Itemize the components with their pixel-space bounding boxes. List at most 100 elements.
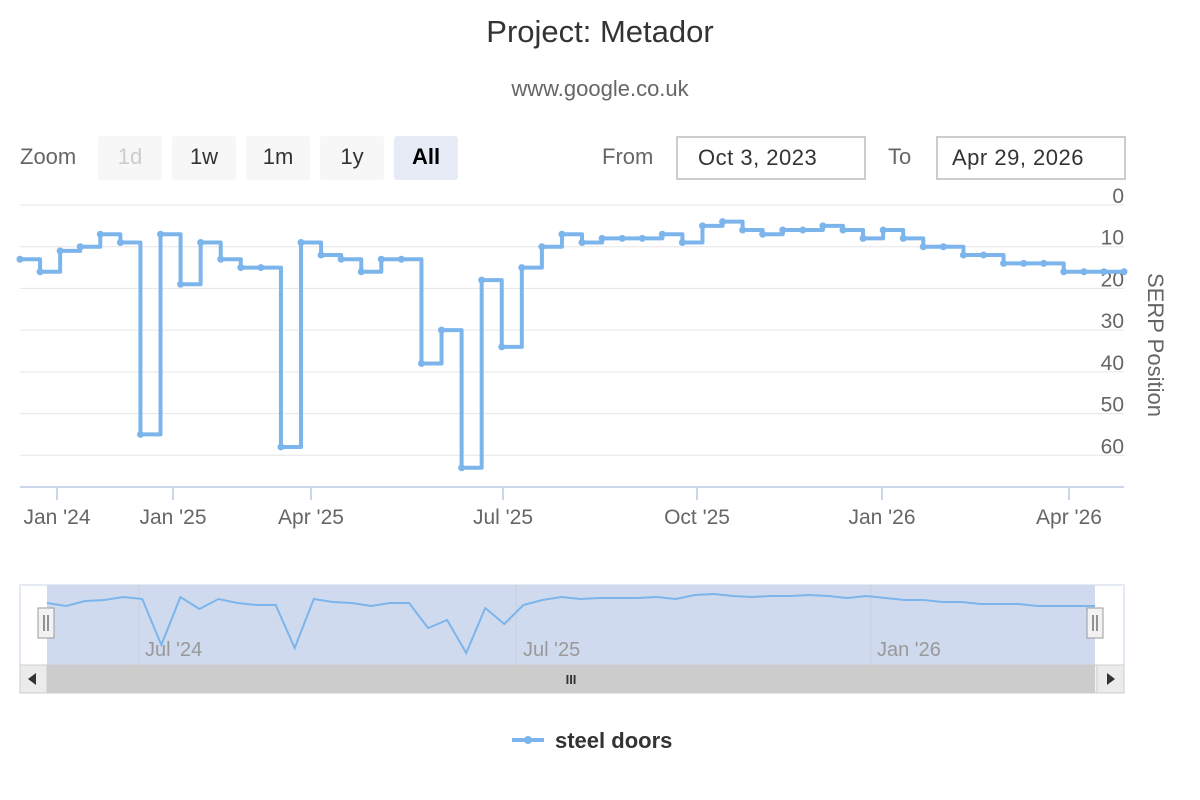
series-point[interactable] [116, 239, 124, 247]
series-point[interactable] [819, 222, 827, 230]
navigator-label-jul-25: Jul '25 [523, 639, 580, 661]
series-point[interactable] [558, 230, 566, 238]
series-point[interactable] [217, 255, 225, 263]
zoom-1m-button[interactable]: 1m [246, 136, 310, 180]
series-point[interactable] [919, 243, 927, 251]
series-point[interactable] [538, 243, 546, 251]
to-label: To [888, 144, 912, 169]
series-point[interactable] [839, 226, 847, 234]
series-point[interactable] [16, 255, 24, 263]
y-tick-label: 10 [1101, 227, 1124, 250]
series-point[interactable] [177, 280, 185, 288]
series-point[interactable] [76, 243, 84, 251]
series-point[interactable] [879, 226, 887, 234]
series-point[interactable] [36, 268, 44, 276]
series-point[interactable] [859, 234, 867, 242]
x-axis-ticks: Jan '24 Jan '25 Apr '25 Jul '25 Oct '25 Jan '… [23, 487, 1102, 529]
series-point[interactable] [1080, 268, 1088, 276]
y-tick-label: 20 [1101, 268, 1124, 291]
zoom-label: Zoom [20, 144, 77, 169]
series-line-steel-doors[interactable] [20, 219, 1124, 470]
series-point[interactable] [1000, 259, 1008, 267]
x-tick-label: Apr '25 [278, 506, 344, 529]
chart-subtitle: www.google.co.uk [511, 76, 689, 101]
y-axis-ticks: 0 10 20 30 40 50 60 [1101, 185, 1124, 458]
series-point[interactable] [478, 276, 486, 284]
x-tick-label: Jan '25 [139, 506, 206, 529]
series-point[interactable] [317, 251, 325, 259]
series-point[interactable] [638, 234, 646, 242]
series-point[interactable] [939, 243, 947, 251]
from-label: From [602, 144, 654, 169]
series-point[interactable] [458, 464, 466, 472]
series-point[interactable] [1020, 259, 1028, 267]
series-point[interactable] [698, 222, 706, 230]
series-point[interactable] [438, 326, 446, 334]
y-tick-label: 40 [1101, 352, 1124, 375]
series-point[interactable] [357, 268, 365, 276]
series-point[interactable] [237, 264, 245, 272]
series-point[interactable] [417, 360, 425, 368]
legend-marker-symbol [524, 736, 532, 744]
series-point[interactable] [598, 234, 606, 242]
series-point[interactable] [678, 239, 686, 247]
zoom-1d-button[interactable]: 1d [98, 136, 162, 180]
series-point[interactable] [197, 239, 205, 247]
series-point[interactable] [719, 218, 727, 226]
series-point[interactable] [779, 226, 787, 234]
series-point[interactable] [136, 430, 144, 438]
series-point[interactable] [959, 251, 967, 259]
navigator-handle-left[interactable] [37, 607, 55, 639]
chevron-left-icon [28, 673, 36, 685]
x-tick-label: Jan '26 [848, 506, 915, 529]
series-point[interactable] [759, 230, 767, 238]
y-tick-label: 50 [1101, 394, 1124, 417]
series-point[interactable] [739, 226, 747, 234]
series-point[interactable] [979, 251, 987, 259]
scrollbar-thumb[interactable] [47, 665, 1095, 693]
series-point[interactable] [1120, 268, 1128, 276]
legend-label: steel doors [555, 728, 672, 753]
series-point[interactable] [618, 234, 626, 242]
y-axis-title: SERP Position [1143, 273, 1168, 417]
series-point[interactable] [96, 230, 104, 238]
y-tick-label: 30 [1101, 310, 1124, 333]
to-date-input[interactable]: Apr 29, 2026 [936, 136, 1126, 180]
series-point[interactable] [578, 239, 586, 247]
y-tick-label: 0 [1112, 185, 1124, 208]
x-tick-label: Apr '26 [1036, 506, 1102, 529]
zoom-1w-button[interactable]: 1w [172, 136, 236, 180]
x-tick-label: Jan '24 [23, 506, 90, 529]
legend-item-steel-doors[interactable]: steel doors [512, 728, 672, 753]
series-point[interactable] [157, 230, 165, 238]
series-point[interactable] [899, 234, 907, 242]
zoom-all-button[interactable]: All [394, 136, 458, 180]
y-tick-label: 60 [1101, 435, 1124, 458]
series-point[interactable] [518, 264, 526, 272]
series-point[interactable] [1100, 268, 1108, 276]
navigator-label-jul-24: Jul '24 [145, 639, 202, 661]
from-date-input[interactable]: Oct 3, 2023 [676, 136, 866, 180]
navigator-series-line [46, 592, 1095, 656]
navigator-handle-right[interactable] [1086, 607, 1104, 639]
y-grid [20, 204, 1124, 456]
zoom-1y-button[interactable]: 1y [320, 136, 384, 180]
series-markers [16, 218, 1128, 472]
series-point[interactable] [799, 226, 807, 234]
chevron-right-icon [1107, 673, 1115, 685]
series-point[interactable] [397, 255, 405, 263]
series-point[interactable] [498, 343, 506, 351]
series-point[interactable] [658, 230, 666, 238]
series-point[interactable] [1040, 259, 1048, 267]
chart-title: Project: Metador [486, 14, 714, 49]
series-point[interactable] [337, 255, 345, 263]
series-point[interactable] [56, 247, 64, 255]
series-point[interactable] [1060, 268, 1068, 276]
series-point[interactable] [297, 239, 305, 247]
series-point[interactable] [257, 264, 265, 272]
series-point[interactable] [277, 443, 285, 451]
series-point[interactable] [377, 255, 385, 263]
x-tick-label: Oct '25 [664, 506, 730, 529]
navigator-label-jan-26: Jan '26 [877, 639, 941, 661]
